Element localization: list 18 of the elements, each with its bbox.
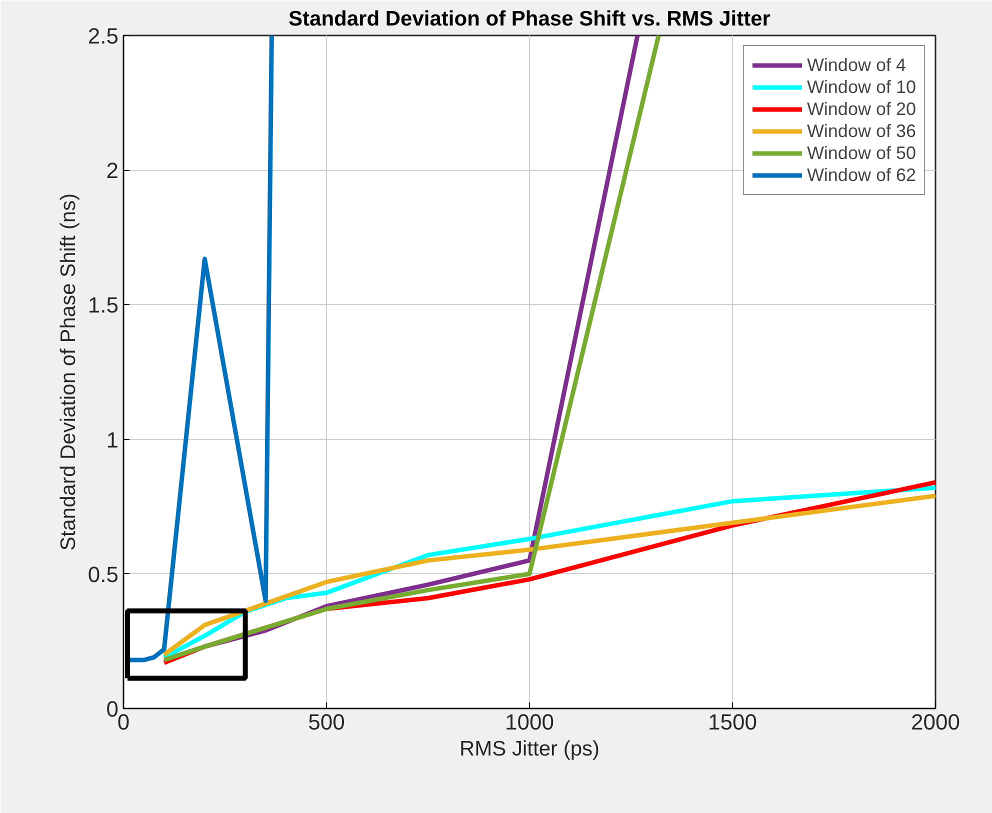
legend-label: Window of 20: [806, 98, 916, 120]
y-tick-label: 0.5: [88, 562, 119, 587]
x-tick-label: 2000: [911, 710, 960, 734]
y-axis-title: Standard Deviation of Phase Shift (ns): [56, 193, 80, 551]
y-tick-label: 2.5: [88, 24, 119, 48]
legend-label: Window of 10: [806, 76, 916, 98]
legend-label: Window of 36: [806, 120, 916, 142]
y-tick-label: 2: [106, 158, 119, 184]
chart-title: Standard Deviation of Phase Shift vs. RMS Jitter: [288, 8, 770, 30]
x-tick-label: 500: [308, 710, 345, 734]
x-tick-label: 1000: [505, 710, 554, 734]
y-tick-label: 1.5: [88, 292, 119, 318]
y-tick-label: 1: [106, 427, 119, 452]
legend-label: Window of 50: [806, 142, 916, 164]
x-axis-title: RMS Jitter (ps): [459, 738, 600, 760]
x-tick-label: 1500: [708, 710, 757, 734]
legend-label: Window of 4: [806, 54, 906, 76]
legend-label: Window of 62: [806, 164, 916, 186]
